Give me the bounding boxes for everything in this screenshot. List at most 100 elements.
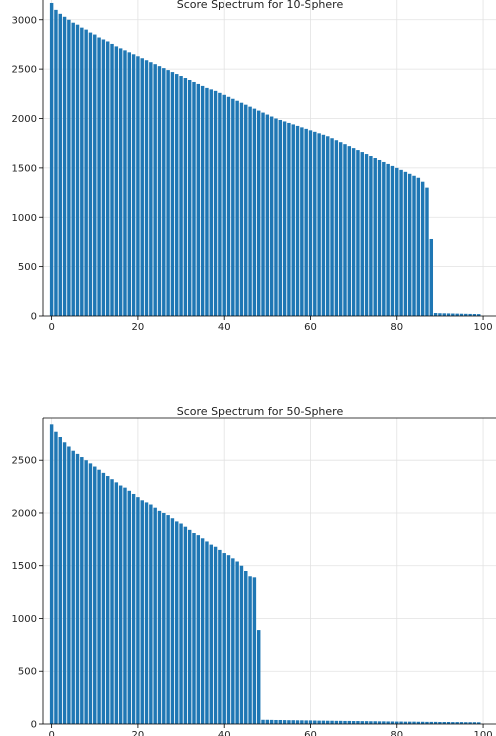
bar (399, 721, 403, 724)
bar (166, 70, 170, 316)
bar (136, 497, 140, 724)
bar (192, 81, 196, 317)
bar (205, 541, 209, 724)
bar (451, 722, 455, 724)
bar (455, 313, 459, 316)
bar (175, 74, 179, 316)
bar (287, 720, 291, 724)
bar (382, 161, 386, 316)
bar (162, 512, 166, 724)
bar (213, 546, 218, 724)
bar (75, 453, 80, 724)
bar (209, 89, 213, 317)
bar (75, 24, 80, 316)
x-tick-label: 60 (304, 322, 317, 333)
bar (157, 66, 162, 316)
bar (183, 78, 188, 316)
bar (123, 487, 127, 724)
bar (256, 110, 261, 316)
bar (58, 436, 62, 724)
bar (412, 721, 416, 724)
bar (213, 90, 218, 316)
bar (244, 571, 248, 724)
bar (442, 721, 446, 724)
bar (282, 720, 287, 724)
bar (118, 485, 123, 724)
bar (412, 175, 416, 316)
bar (218, 92, 222, 316)
bar (390, 721, 395, 724)
bar (200, 538, 205, 724)
bar (477, 314, 481, 316)
bar (308, 130, 313, 316)
bar (252, 577, 257, 724)
bar (179, 523, 183, 724)
bar (261, 719, 265, 724)
bar (407, 173, 412, 316)
bar (326, 136, 330, 316)
bar (356, 721, 360, 724)
bar (105, 41, 110, 316)
bar (110, 479, 114, 724)
bar (429, 238, 434, 316)
bar (49, 424, 54, 724)
bar (93, 34, 97, 316)
x-tick-label: 80 (390, 322, 403, 333)
bar (304, 128, 308, 316)
bar (395, 167, 399, 316)
bar (84, 460, 88, 724)
bar (308, 720, 313, 724)
bar (157, 510, 162, 724)
bar (170, 518, 175, 724)
y-tick-label: 1000 (12, 213, 37, 224)
bar (248, 576, 252, 724)
chart-panel-10-sphere: Score Spectrum for 10-Sphere 0 20 40 60 80 10… (12, 0, 496, 333)
bar (291, 720, 295, 724)
x-tick-label: 100 (474, 322, 493, 333)
bar (300, 720, 304, 724)
y-tick-label: 0 (31, 720, 37, 731)
bar (226, 96, 231, 317)
bar (377, 721, 382, 724)
chart-title: Score Spectrum for 10-Sphere (177, 0, 344, 11)
bar (360, 152, 364, 316)
bar (364, 721, 369, 724)
y-tick-label: 1500 (12, 163, 37, 174)
bar (58, 13, 62, 316)
bar (131, 54, 136, 316)
bar (429, 721, 434, 724)
bar (261, 112, 265, 316)
bar (338, 142, 343, 316)
bar (196, 535, 201, 724)
bar (218, 549, 222, 724)
bar (373, 158, 377, 316)
bar (235, 100, 239, 316)
bar (433, 313, 438, 316)
bar (239, 102, 244, 316)
bar (364, 154, 369, 316)
bar (442, 313, 446, 316)
bar (416, 177, 421, 316)
bar (200, 85, 205, 316)
bar (377, 159, 382, 316)
bar (127, 490, 132, 724)
bar (265, 719, 270, 724)
bar (62, 16, 67, 316)
bar (252, 108, 257, 316)
bar (403, 171, 408, 316)
x-tick-label: 0 (48, 730, 54, 736)
bar (196, 83, 201, 316)
y-tick-label: 1500 (12, 561, 37, 572)
bar (149, 504, 153, 724)
bar (231, 558, 235, 724)
bar (343, 144, 347, 316)
bar (101, 472, 106, 724)
bar (140, 58, 144, 316)
bar (144, 60, 149, 316)
bar (433, 721, 438, 724)
y-tick-label: 2000 (12, 508, 37, 519)
y-tick-label: 1000 (12, 614, 37, 625)
bar (373, 721, 377, 724)
bar (360, 721, 364, 724)
bar (222, 553, 226, 724)
